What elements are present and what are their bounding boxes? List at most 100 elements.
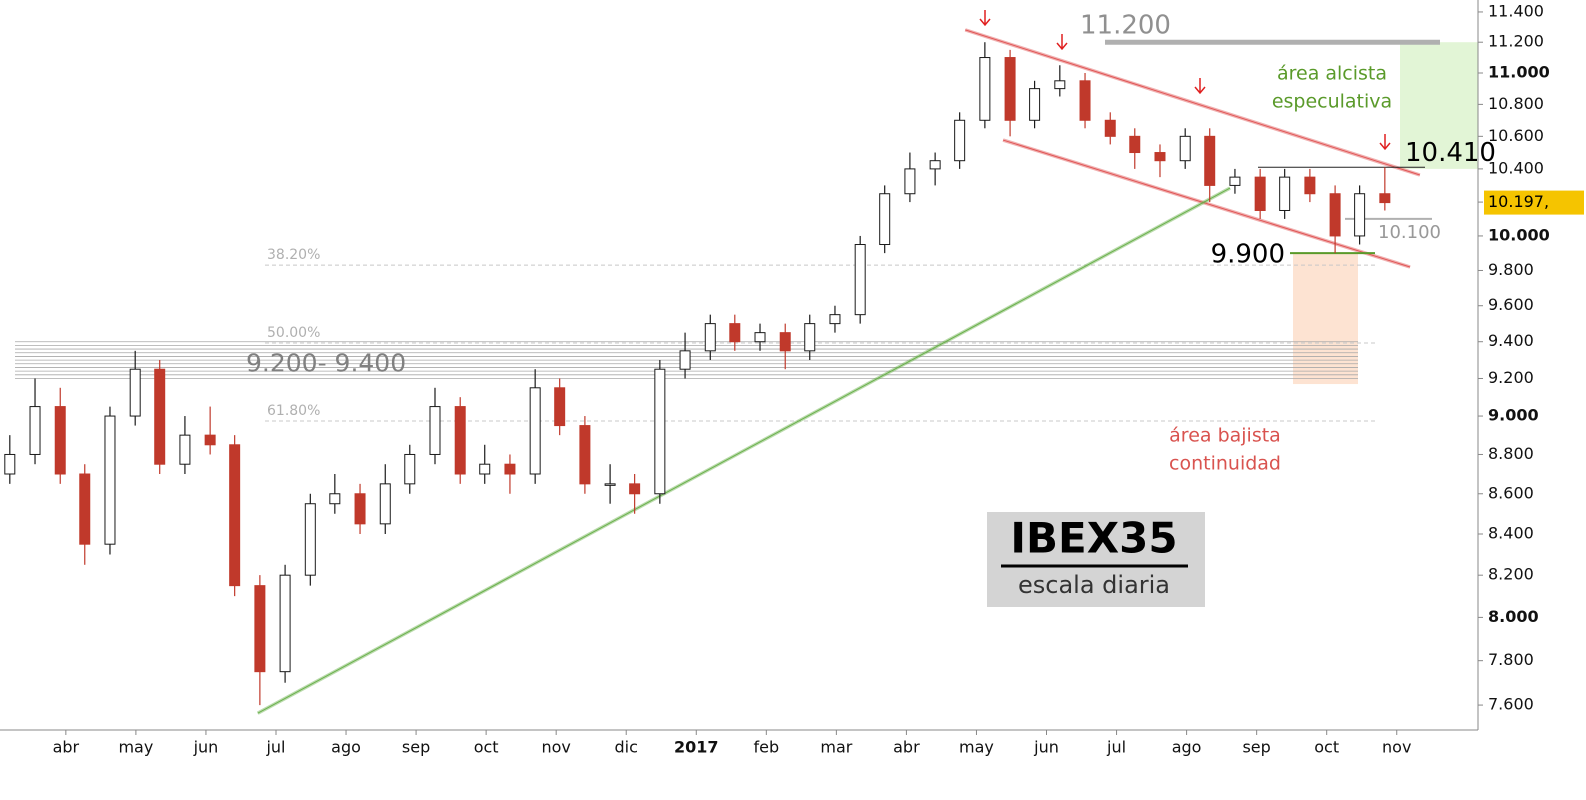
- candle-body: [179, 434, 191, 465]
- candle-body: [979, 57, 991, 121]
- peak-arrows: [979, 10, 1391, 151]
- candle-body: [804, 323, 816, 352]
- fib-label: 50.00%: [267, 325, 320, 341]
- area-label: continuidad: [1169, 453, 1281, 475]
- x-tick-label: ago: [1172, 738, 1202, 757]
- level-label: 11.200: [1080, 11, 1171, 41]
- candle-body: [1229, 176, 1241, 186]
- candle-body: [1179, 135, 1191, 162]
- candle-body: [254, 585, 266, 673]
- x-tick-label: may: [118, 738, 153, 757]
- fib-label: 38.20%: [267, 247, 320, 263]
- x-tick-label: feb: [753, 738, 779, 757]
- y-tick-label: 9.400: [1488, 331, 1534, 350]
- candle-body: [604, 483, 616, 486]
- trendline: [1002, 139, 1411, 268]
- candle-body: [829, 314, 841, 325]
- x-tick-label: 2017: [674, 738, 719, 757]
- x-tick-label: mar: [820, 738, 852, 757]
- candle-body: [279, 574, 291, 673]
- candle-body: [4, 453, 16, 475]
- candle-body: [404, 453, 416, 485]
- area-label: área alcista: [1277, 63, 1387, 85]
- candle-body: [529, 387, 541, 475]
- candle-body: [329, 493, 341, 505]
- area-label: especulativa: [1272, 91, 1392, 113]
- x-tick-label: oct: [1314, 738, 1339, 757]
- y-tick-label: 9.600: [1488, 295, 1534, 314]
- candle-body: [1129, 135, 1141, 154]
- candle-body: [54, 406, 66, 475]
- level-label: 9.900: [1211, 240, 1285, 270]
- candle-body: [454, 406, 466, 475]
- area-label: área bajista: [1169, 425, 1281, 447]
- x-tick-label: nov: [1382, 738, 1411, 757]
- candle-body: [879, 193, 891, 246]
- candle-body: [1379, 193, 1391, 204]
- x-tick-label: nov: [541, 738, 570, 757]
- candle-body: [229, 444, 241, 587]
- candle-body: [579, 425, 591, 485]
- candle-body: [479, 463, 491, 475]
- candle-body: [554, 387, 566, 427]
- x-tick-label: jul: [265, 738, 285, 757]
- candle-body: [29, 406, 41, 455]
- y-tick-label: 10.800: [1488, 94, 1544, 113]
- y-tick-label: 11.000: [1488, 63, 1550, 82]
- y-tick-label: 11.200: [1488, 32, 1544, 51]
- candle-body: [429, 406, 441, 455]
- y-tick-label: 11.400: [1488, 1, 1544, 20]
- x-tick-label: sep: [1242, 738, 1270, 757]
- y-tick-label: 10.000: [1488, 225, 1550, 244]
- candle-body: [1304, 176, 1316, 195]
- y-tick-label: 7.600: [1488, 695, 1534, 714]
- x-tick-label: jun: [193, 738, 219, 757]
- area-box: [1400, 42, 1478, 169]
- level-label: 10.100: [1378, 222, 1441, 243]
- candle-body: [1054, 80, 1066, 90]
- candle-body: [1254, 176, 1266, 211]
- x-tick-label: dic: [615, 738, 638, 757]
- candle-body: [304, 503, 316, 576]
- candle-body: [504, 463, 516, 475]
- candle-body: [379, 483, 391, 525]
- y-tick-label: 8.200: [1488, 565, 1534, 584]
- y-tick-label: 8.400: [1488, 523, 1534, 542]
- x-tick-label: ago: [331, 738, 361, 757]
- candle-body: [104, 415, 116, 545]
- trendline: [965, 29, 1421, 176]
- y-tick-label: 8.600: [1488, 483, 1534, 502]
- fib-label: 61.80%: [267, 403, 320, 419]
- candle-body: [1079, 80, 1091, 121]
- candle-body: [729, 323, 741, 343]
- chart-title: IBEX35: [1010, 514, 1177, 563]
- candle-body: [779, 332, 791, 352]
- candle-body: [1204, 135, 1216, 186]
- candle-body: [1279, 176, 1291, 211]
- plot: área alcista especulativa área bajista cont…: [4, 11, 1496, 715]
- level-label: 10.410: [1405, 138, 1496, 168]
- price-tag-label: 10.197,: [1488, 192, 1549, 211]
- y-tick-label: 7.800: [1488, 650, 1534, 669]
- title-box: [987, 512, 1205, 607]
- x-tick-label: jun: [1033, 738, 1059, 757]
- y-tick-label: 9.800: [1488, 260, 1534, 279]
- area-box: [1293, 253, 1358, 385]
- candle-body: [704, 323, 716, 352]
- y-tick-label: 9.000: [1488, 406, 1539, 425]
- y-tick-label: 8.000: [1488, 607, 1539, 626]
- candle-body: [654, 368, 666, 495]
- candle-body: [154, 368, 166, 465]
- candle-body: [1029, 88, 1041, 121]
- candle-body: [354, 493, 366, 525]
- x-tick-label: abr: [53, 738, 80, 757]
- price-tag: [1484, 190, 1584, 215]
- trendline: [257, 187, 1231, 714]
- candle-body: [129, 368, 141, 417]
- candle-body: [204, 434, 216, 446]
- candle-body: [1329, 193, 1341, 237]
- x-tick-label: may: [959, 738, 994, 757]
- x-tick-label: oct: [474, 738, 499, 757]
